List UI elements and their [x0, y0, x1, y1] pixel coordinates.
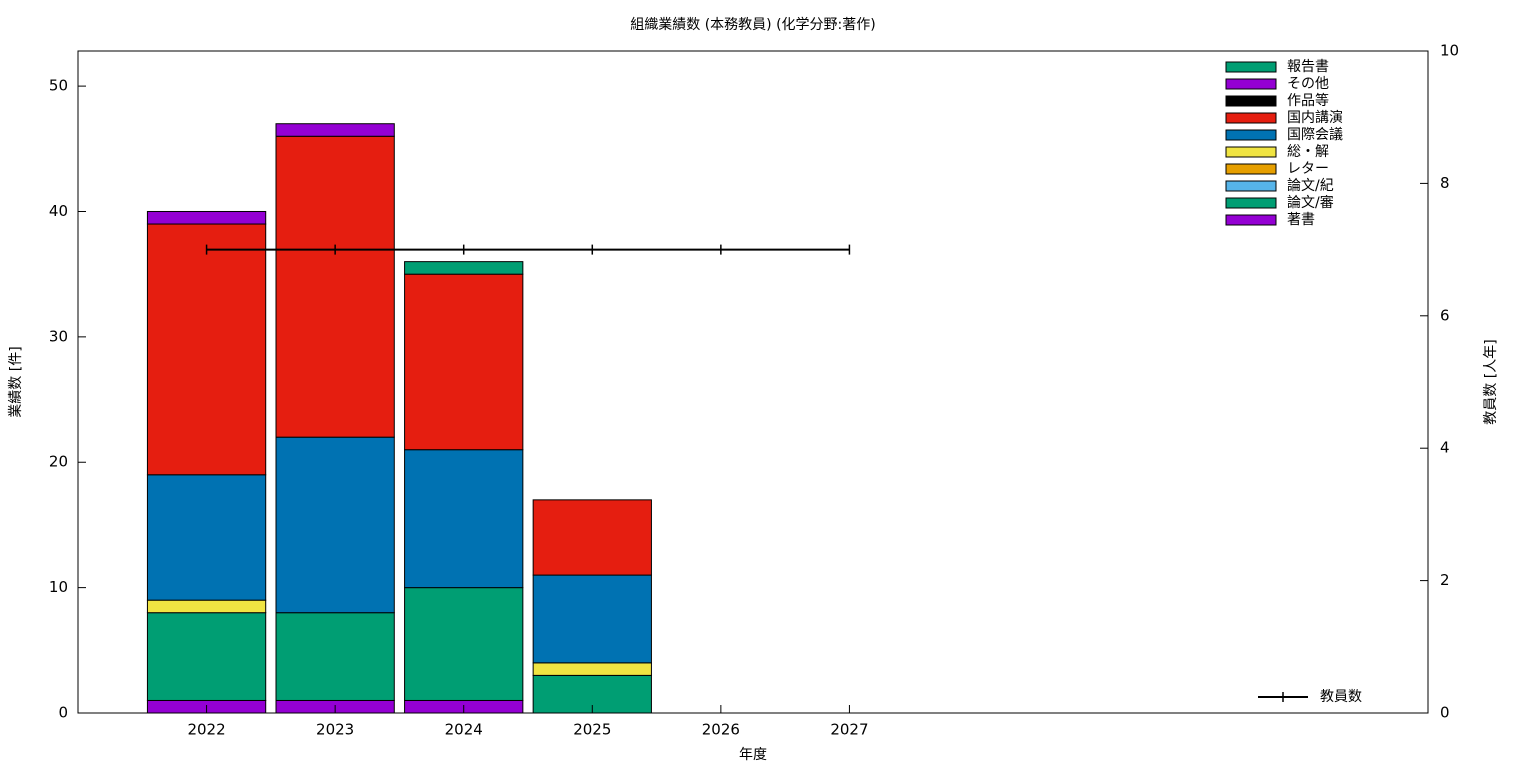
legend-label: 著書	[1287, 212, 1315, 228]
bar-segment	[146, 210, 267, 225]
x-axis-label: 年度	[739, 747, 767, 763]
legend-swatch	[1225, 197, 1277, 209]
bar-segment	[404, 449, 524, 589]
bar-segment	[404, 587, 524, 701]
x-tick-label: 2023	[316, 721, 354, 739]
legend-swatch	[1225, 78, 1277, 90]
legend-label: 作品等	[1287, 92, 1329, 109]
y2-tick-label: 8	[1440, 174, 1450, 192]
legend-swatch	[1225, 129, 1277, 141]
x-tick-label: 2027	[830, 721, 868, 739]
y2-tick-label: 0	[1440, 704, 1450, 722]
legend-swatch	[1225, 180, 1277, 192]
legend-label: その他	[1287, 76, 1329, 92]
y-tick-label: 10	[49, 578, 68, 596]
bar-segment	[146, 599, 267, 614]
y-tick-label: 20	[49, 453, 68, 471]
y-tick-label: 0	[58, 704, 68, 722]
y2-axis-label: 教員数 [人年]	[1483, 339, 1499, 424]
bar-segment	[275, 436, 395, 614]
y-tick-label: 30	[49, 327, 68, 345]
legend-label: 論文/審	[1287, 195, 1334, 211]
legend-label: レター	[1287, 161, 1329, 177]
y-tick-label: 50	[49, 77, 68, 95]
bar-segment	[275, 123, 395, 137]
bar-segment	[404, 261, 524, 275]
legend-label: 論文/紀	[1287, 178, 1334, 194]
x-tick-label: 2022	[187, 721, 225, 739]
y2-tick-label: 10	[1440, 42, 1459, 60]
y-axis-label: 業績数 [件]	[8, 346, 24, 417]
chart-title: 組織業績数 (本務教員) (化学分野:著作)	[630, 17, 875, 33]
legend-swatch	[1225, 146, 1277, 158]
legend-label: 報告書	[1287, 59, 1329, 75]
legend-swatch	[1225, 112, 1277, 124]
x-tick-label: 2025	[573, 721, 611, 739]
bar-segment	[275, 612, 395, 701]
legend-swatch	[1225, 61, 1277, 73]
plot-frame	[77, 50, 1429, 714]
legend-label: 国際会議	[1287, 126, 1343, 143]
y2-tick-label: 4	[1440, 439, 1450, 457]
legend-swatch	[1225, 95, 1277, 107]
bar-segment	[532, 574, 652, 664]
bar-segment	[532, 662, 652, 676]
bar-segment	[146, 223, 267, 476]
y2-tick-label: 6	[1440, 306, 1450, 324]
legend-swatch	[1225, 214, 1277, 226]
bar-segment	[146, 474, 267, 601]
legend-label: 国内講演	[1287, 110, 1343, 126]
legend-swatch	[1225, 163, 1277, 175]
y2-tick-label: 2	[1440, 571, 1450, 589]
bar-segment	[404, 273, 524, 451]
bar-segment	[275, 135, 395, 438]
y-tick-label: 40	[49, 202, 68, 220]
legend-label: 教員数	[1320, 689, 1362, 705]
bar-segment	[532, 499, 652, 576]
bar-segment	[146, 612, 267, 701]
legend-label: 総・解	[1287, 144, 1329, 160]
x-tick-label: 2026	[702, 721, 740, 739]
x-tick-label: 2024	[445, 721, 483, 739]
